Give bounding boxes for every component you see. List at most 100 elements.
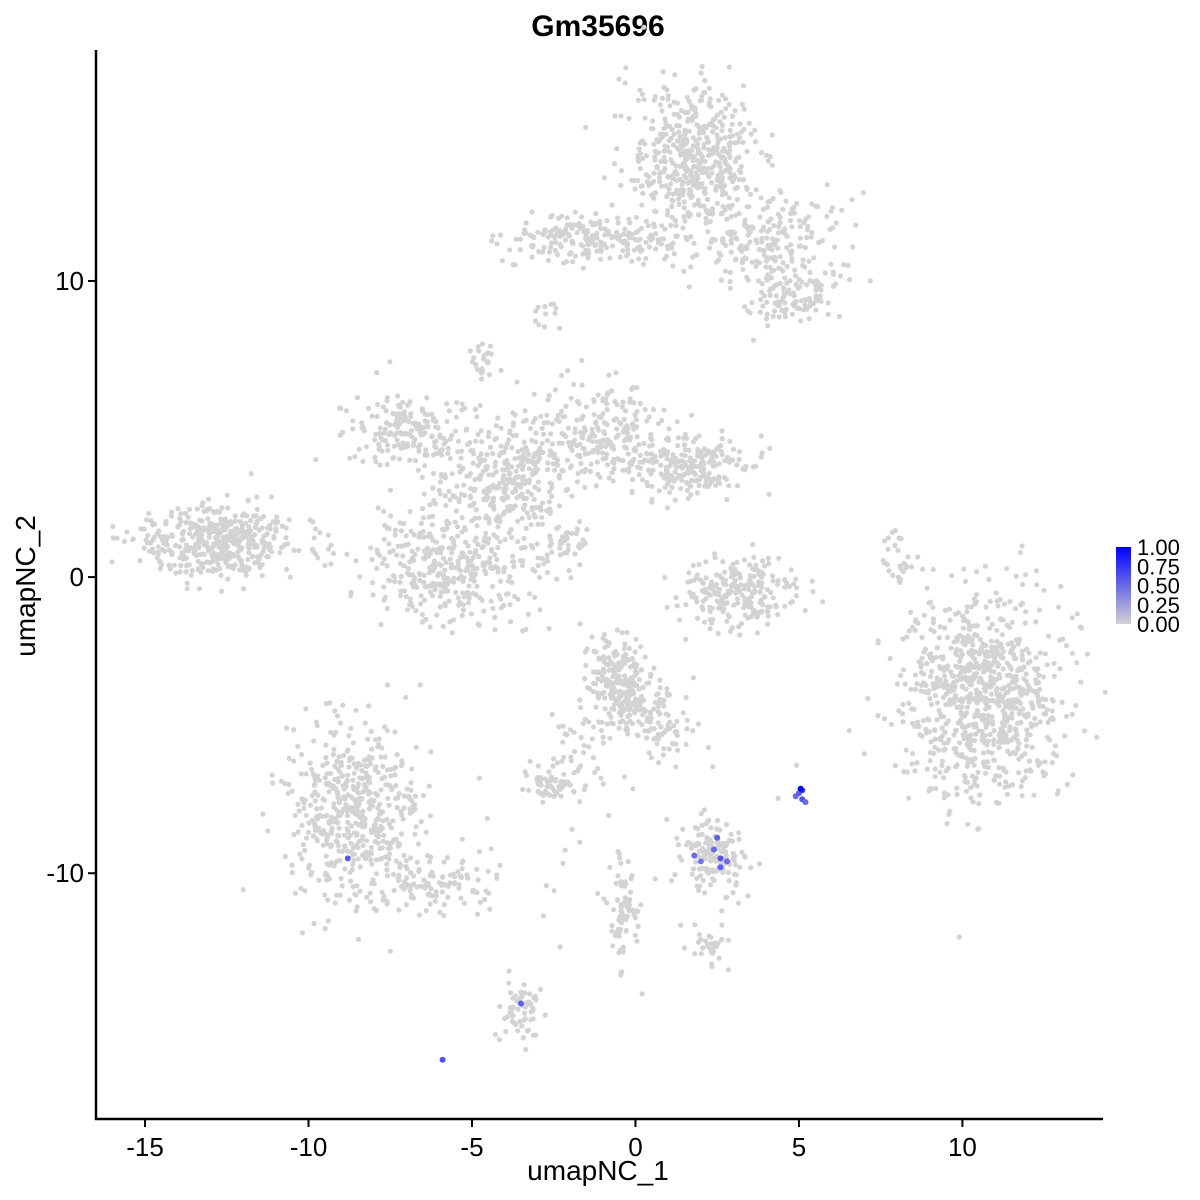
cell-point [557, 228, 563, 234]
cell-point [686, 284, 692, 290]
cell-point [534, 541, 540, 547]
cell-point [183, 555, 190, 562]
cell-point [531, 391, 537, 397]
cell-point [507, 430, 513, 436]
cell-point [721, 606, 727, 612]
cell-point [646, 244, 653, 250]
cell-point [522, 544, 528, 551]
cell-point [579, 416, 585, 422]
cell-point [219, 526, 225, 532]
cell-point [429, 522, 435, 528]
cell-point [930, 620, 936, 626]
cell-point [627, 399, 633, 405]
cell-point [459, 515, 465, 521]
cell-point [993, 590, 999, 596]
cell-point [748, 131, 754, 137]
cell-point [657, 102, 664, 108]
cell-point [239, 513, 245, 519]
cell-point [430, 485, 436, 491]
cell-point [941, 673, 948, 679]
cell-point [386, 851, 393, 857]
cell-point [966, 722, 972, 729]
cell-point [777, 219, 783, 226]
cell-point [953, 727, 959, 734]
cell-point [1035, 666, 1041, 672]
cell-point [428, 854, 434, 860]
cell-point [759, 289, 765, 295]
cell-point [443, 560, 449, 566]
cell-point [176, 515, 183, 521]
cell-point [979, 729, 985, 735]
cell-point [813, 307, 819, 313]
cell-point [964, 704, 971, 710]
cell-point [540, 913, 546, 919]
cell-point [148, 518, 154, 524]
cell-point [369, 746, 375, 752]
cell-point [401, 852, 407, 859]
cell-point [482, 568, 488, 574]
cell-point [434, 450, 440, 457]
cell-point [618, 705, 624, 711]
cell-point [467, 503, 473, 509]
cell-point [981, 760, 987, 767]
cell-point [651, 221, 657, 227]
cell-point [648, 125, 655, 132]
cell-point [986, 698, 993, 704]
cell-point [614, 402, 620, 408]
cell-point [1034, 758, 1040, 764]
cell-point [655, 150, 662, 156]
cell-point [472, 571, 479, 578]
cell-point [529, 507, 535, 513]
cell-point [604, 421, 610, 428]
cell-point [412, 793, 419, 799]
cell-point [245, 556, 251, 563]
cell-point [403, 858, 409, 864]
cell-point [664, 194, 670, 200]
cell-point [331, 863, 337, 869]
cell-point [620, 429, 626, 435]
cell-point [1018, 602, 1024, 608]
cell-point [408, 787, 414, 793]
cell-point [718, 109, 725, 115]
cell-point [658, 241, 665, 247]
cell-point [1023, 609, 1029, 615]
cell-point [495, 524, 501, 530]
cell-point [521, 535, 527, 542]
cell-point [585, 685, 591, 691]
cell-point [653, 246, 659, 252]
cell-point [773, 237, 779, 243]
cell-point [991, 727, 997, 734]
cell-point [681, 214, 687, 220]
cell-point [582, 676, 588, 682]
cell-point [703, 220, 709, 226]
cell-point [486, 472, 492, 478]
cell-point [459, 860, 465, 866]
cell-point [726, 195, 732, 201]
cell-point [618, 168, 625, 174]
cell-point [409, 798, 415, 804]
cell-point [954, 678, 960, 684]
cell-point [672, 729, 678, 735]
cell-point [774, 581, 781, 588]
cell-point [845, 262, 851, 268]
cell-point [1030, 688, 1036, 694]
cell-point [299, 822, 305, 829]
cell-point [683, 157, 689, 163]
cell-point [608, 682, 614, 688]
cell-point [604, 451, 610, 457]
cell-point [1023, 737, 1029, 743]
cell-point [1000, 708, 1006, 714]
cell-point [279, 523, 285, 529]
cell-point [410, 803, 416, 809]
cell-point [544, 438, 551, 444]
cell-point [697, 203, 703, 209]
cell-point [1040, 703, 1046, 709]
cell-point [378, 787, 384, 793]
cell-point [960, 617, 967, 624]
cell-point [695, 146, 701, 152]
cell-point [658, 724, 664, 730]
cell-point [672, 72, 678, 78]
cell-point [622, 80, 628, 86]
cell-point [646, 467, 652, 473]
cell-point [1001, 685, 1007, 691]
